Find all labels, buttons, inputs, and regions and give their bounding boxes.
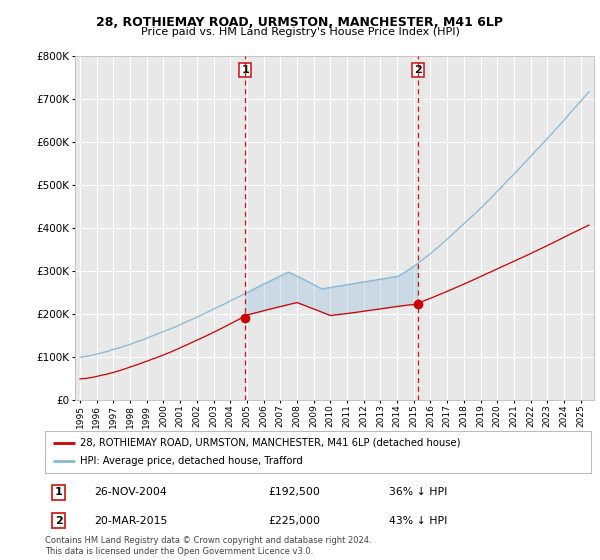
Text: This data is licensed under the Open Government Licence v3.0.: This data is licensed under the Open Gov… (45, 547, 313, 556)
Text: 28, ROTHIEMAY ROAD, URMSTON, MANCHESTER, M41 6LP: 28, ROTHIEMAY ROAD, URMSTON, MANCHESTER,… (97, 16, 503, 29)
Text: £192,500: £192,500 (269, 487, 321, 497)
Text: 36% ↓ HPI: 36% ↓ HPI (389, 487, 448, 497)
Text: 1: 1 (241, 64, 249, 74)
Text: 26-NOV-2004: 26-NOV-2004 (94, 487, 167, 497)
Text: 2: 2 (55, 516, 62, 525)
Text: HPI: Average price, detached house, Trafford: HPI: Average price, detached house, Traf… (80, 456, 303, 466)
Text: £225,000: £225,000 (269, 516, 321, 525)
Text: Contains HM Land Registry data © Crown copyright and database right 2024.: Contains HM Land Registry data © Crown c… (45, 536, 371, 545)
Text: 43% ↓ HPI: 43% ↓ HPI (389, 516, 448, 525)
Text: 28, ROTHIEMAY ROAD, URMSTON, MANCHESTER, M41 6LP (detached house): 28, ROTHIEMAY ROAD, URMSTON, MANCHESTER,… (80, 438, 461, 448)
Text: 2: 2 (414, 64, 422, 74)
Text: 20-MAR-2015: 20-MAR-2015 (94, 516, 167, 525)
Text: 1: 1 (55, 487, 62, 497)
Text: Price paid vs. HM Land Registry's House Price Index (HPI): Price paid vs. HM Land Registry's House … (140, 27, 460, 37)
